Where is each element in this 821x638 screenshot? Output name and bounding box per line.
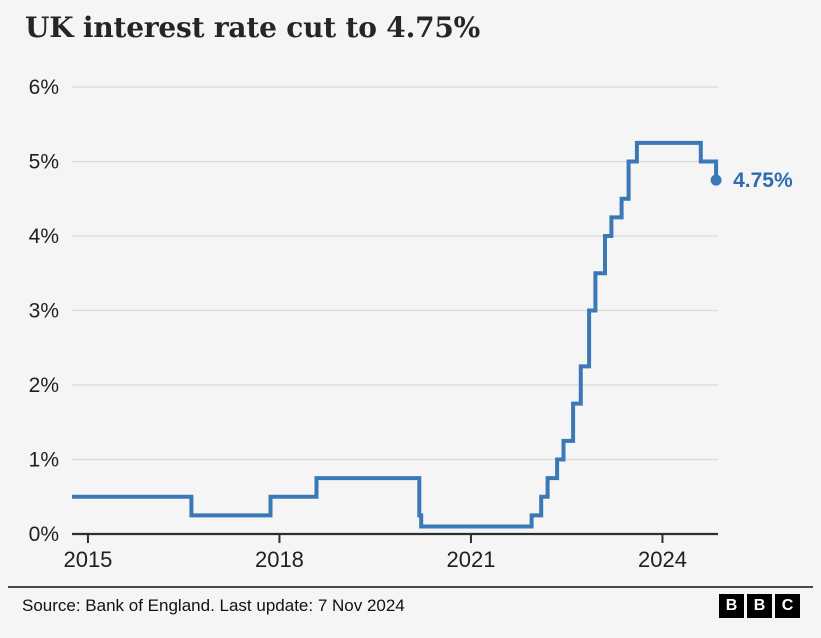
x-axis-tick-label: 2021: [446, 547, 495, 572]
chart-title: UK interest rate cut to 4.75%: [25, 11, 481, 44]
y-axis-tick-label: 3%: [29, 300, 59, 323]
bbc-logo-letter-b2: B: [747, 594, 772, 618]
x-axis-tick-label: 2018: [255, 547, 304, 572]
chart-footer: Source: Bank of England. Last update: 7 …: [8, 586, 813, 618]
x-axis-tick-label: 2015: [63, 547, 112, 572]
bbc-logo-letter-b1: B: [719, 594, 744, 618]
bbc-logo-letter-c: C: [775, 594, 800, 618]
end-point-label: 4.75%: [733, 169, 793, 192]
bbc-logo: B B C: [719, 594, 800, 618]
y-axis-tick-label: 2%: [29, 374, 59, 397]
y-axis-tick-label: 4%: [29, 225, 59, 248]
end-point-dot: [710, 174, 722, 186]
x-axis-tick-label: 2024: [638, 547, 687, 572]
rate-step-line: [72, 140, 719, 529]
y-axis-tick-label: 1%: [29, 449, 59, 472]
y-axis-tick-label: 0%: [29, 523, 59, 546]
rate-chart: 0% 1% 2% 3% 4% 5% 6% 2015 2018 2021 2024 4.75%: [29, 76, 793, 572]
y-axis-tick-label: 5%: [29, 151, 59, 174]
y-axis-tick-label: 6%: [29, 76, 59, 99]
source-text: Source: Bank of England. Last update: 7 …: [22, 596, 405, 615]
